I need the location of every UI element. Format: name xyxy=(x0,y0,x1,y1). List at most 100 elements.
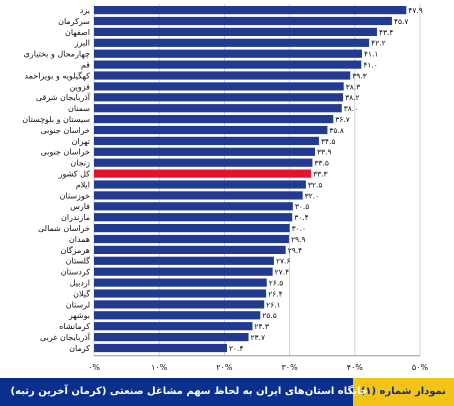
category-label: ایلام xyxy=(76,180,90,189)
bar xyxy=(94,180,306,189)
bar xyxy=(94,278,267,287)
bar xyxy=(94,234,289,244)
value-label: ۳۲.۵ xyxy=(308,180,322,189)
value-label: ۳۵.۸ xyxy=(329,126,343,135)
category-label: کرمان xyxy=(69,344,90,353)
category-label: آذربایجان غربی xyxy=(40,332,91,342)
caption-band: نمودار شماره (۱) جایگاه استان‌های ایران … xyxy=(0,378,454,406)
bar xyxy=(94,104,342,113)
bar xyxy=(94,322,253,331)
bar xyxy=(94,125,328,135)
x-tick-label: ۴۰% xyxy=(347,363,364,372)
bar xyxy=(94,49,362,58)
value-label: ۳۴.۵ xyxy=(321,137,335,146)
bar xyxy=(94,38,370,47)
category-label: اردبیل xyxy=(70,279,90,288)
figure-title: جایگاه استان‌های ایران به لحاظ سهم مشاغل… xyxy=(10,386,368,397)
value-label: ۳۹.۳ xyxy=(352,71,366,80)
value-label: ۳۳.۹ xyxy=(317,148,331,157)
bar xyxy=(94,158,313,167)
bar xyxy=(94,267,273,276)
x-tick-label: ۰% xyxy=(88,363,100,372)
bar xyxy=(94,6,407,15)
bar xyxy=(94,115,334,124)
value-label: ۲۹.۴ xyxy=(288,246,302,255)
category-label: خراسان جنوبی xyxy=(40,148,90,157)
value-label: ۳۰.۴ xyxy=(294,213,308,222)
value-label: ۴۳.۴ xyxy=(379,28,393,37)
category-label: سیستان و بلوچستان xyxy=(22,115,90,124)
value-label: ۳۸.۳ xyxy=(346,82,360,91)
value-label: ۳۳.۵ xyxy=(314,159,328,168)
category-label: فارس xyxy=(70,202,90,211)
value-label: ۲۳.۷ xyxy=(251,333,265,342)
bar xyxy=(94,27,377,36)
value-label: ۲۴.۳ xyxy=(254,322,268,331)
bar xyxy=(94,300,265,309)
category-label: گیلان xyxy=(73,288,90,298)
bar xyxy=(94,191,303,200)
value-label: ۴۱.۰ xyxy=(363,61,377,70)
category-label: زنجان xyxy=(70,159,90,168)
bar xyxy=(94,93,344,102)
bar xyxy=(94,82,344,91)
category-label: کردستان xyxy=(61,268,90,277)
category-label: هرمزگان xyxy=(61,245,90,255)
bar xyxy=(94,224,290,233)
value-label: ۲۵.۵ xyxy=(262,311,276,320)
value-label: ۳۲.۰ xyxy=(305,191,319,200)
category-label: گلستان xyxy=(66,256,91,266)
category-label: قزوین xyxy=(70,82,91,91)
category-label: بوشهر xyxy=(68,311,90,320)
value-label: ۳۸.۲ xyxy=(345,93,359,102)
x-tick-label: ۲۰% xyxy=(216,363,233,372)
value-label: ۳۰.۰ xyxy=(292,224,306,233)
value-label: ۲۷.۴ xyxy=(275,268,289,277)
value-label: ۴۲.۲ xyxy=(371,39,385,48)
value-label: ۲۶.۵ xyxy=(269,279,283,288)
bar xyxy=(94,311,261,320)
category-label: اصفهان xyxy=(65,28,90,37)
bar xyxy=(94,289,267,298)
value-label: ۳۶.۷ xyxy=(335,115,349,124)
value-label: ۴۵.۷ xyxy=(394,17,408,26)
bar xyxy=(94,213,293,222)
category-label: البرز xyxy=(74,39,90,48)
value-label: ۲۶.۱ xyxy=(266,300,280,309)
value-label: ۲۰.۴ xyxy=(229,344,243,353)
bar xyxy=(94,16,392,26)
category-label: سمنان xyxy=(68,104,90,113)
category-label: همدان xyxy=(69,235,90,244)
category-label: لرستان xyxy=(66,300,90,309)
value-label: ۳۸.۰ xyxy=(344,104,358,113)
value-label: ۲۹.۹ xyxy=(291,235,305,244)
value-label: ۲۶.۴ xyxy=(268,289,282,298)
value-label: ۲۷.۶ xyxy=(276,257,290,266)
category-label: خوزستان xyxy=(60,191,90,200)
value-label: ۴۷.۹ xyxy=(408,6,422,15)
x-tick-label: ۱۰% xyxy=(151,363,168,372)
bar xyxy=(94,136,319,145)
category-label: قم xyxy=(81,61,90,70)
category-label: تهران xyxy=(72,137,90,146)
value-label: ۳۳.۳ xyxy=(313,170,327,179)
bar xyxy=(94,202,293,211)
x-tick-label: ۳۰% xyxy=(281,363,298,372)
bar xyxy=(94,245,286,254)
value-label: ۳۰.۵ xyxy=(295,202,309,211)
category-label: کرمانشاه xyxy=(59,322,90,331)
value-label: ۴۱.۱ xyxy=(364,50,378,59)
bar xyxy=(94,343,228,353)
x-tick-label: ۵۰% xyxy=(412,363,429,372)
bar xyxy=(94,256,274,265)
category-label: کهگیلویه و بویراحمد xyxy=(24,70,90,80)
bar xyxy=(94,333,249,342)
category-label: یزد xyxy=(80,6,90,15)
category-label: کل کشور xyxy=(58,170,91,179)
figure-number-tag: نمودار شماره (۱) xyxy=(352,378,454,406)
bar xyxy=(94,71,351,80)
category-label: آذربایجان شرقی xyxy=(36,92,91,102)
bar xyxy=(94,169,312,178)
category-label: سرکرمان xyxy=(58,17,90,26)
